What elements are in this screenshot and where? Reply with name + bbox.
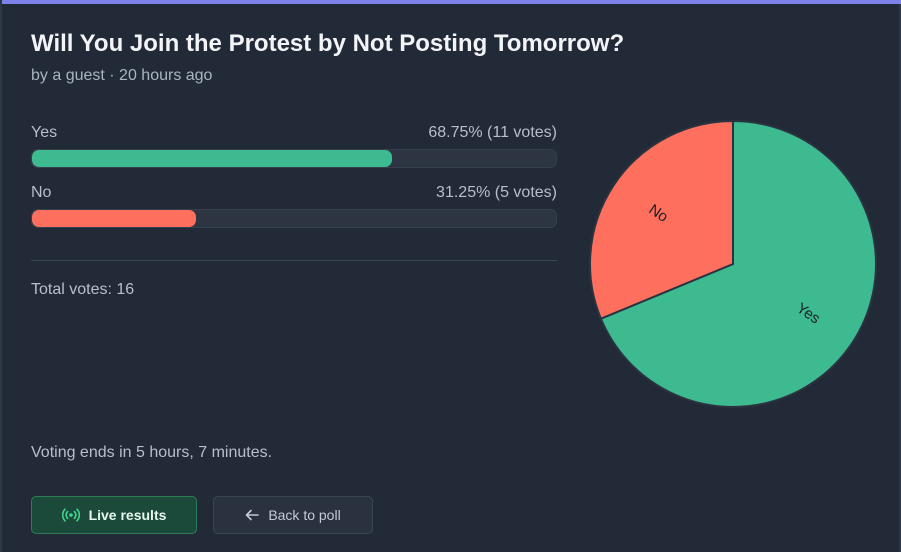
voting-ends: Voting ends in 5 hours, 7 minutes. bbox=[31, 444, 273, 461]
divider bbox=[31, 260, 557, 261]
broadcast-icon bbox=[61, 508, 80, 522]
option-bar-track bbox=[31, 149, 557, 168]
option-stat: 31.25% (5 votes) bbox=[436, 184, 557, 201]
option-bar-fill bbox=[32, 210, 196, 227]
back-to-poll-button[interactable]: Back to poll bbox=[213, 496, 373, 534]
live-results-button[interactable]: Live results bbox=[31, 496, 197, 534]
option-label: Yes bbox=[31, 124, 58, 141]
option-no: No 31.25% (5 votes) bbox=[31, 184, 557, 228]
option-stat: 68.75% (11 votes) bbox=[428, 124, 557, 141]
top-accent-bar bbox=[2, 0, 901, 4]
poll-title: Will You Join the Protest by Not Posting… bbox=[31, 30, 625, 57]
back-to-poll-label: Back to poll bbox=[268, 507, 341, 523]
option-yes: Yes 68.75% (11 votes) bbox=[31, 124, 557, 168]
live-results-label: Live results bbox=[88, 507, 167, 523]
total-votes: Total votes: 16 bbox=[31, 281, 135, 298]
poll-byline: by a guest · 20 hours ago bbox=[31, 67, 213, 84]
option-label: No bbox=[31, 184, 52, 201]
option-bar-fill bbox=[32, 150, 393, 167]
pie-slice-yes bbox=[599, 119, 877, 408]
option-bar-track bbox=[31, 209, 557, 228]
pie-slice-no bbox=[589, 119, 734, 321]
arrow-left-icon bbox=[245, 509, 260, 521]
